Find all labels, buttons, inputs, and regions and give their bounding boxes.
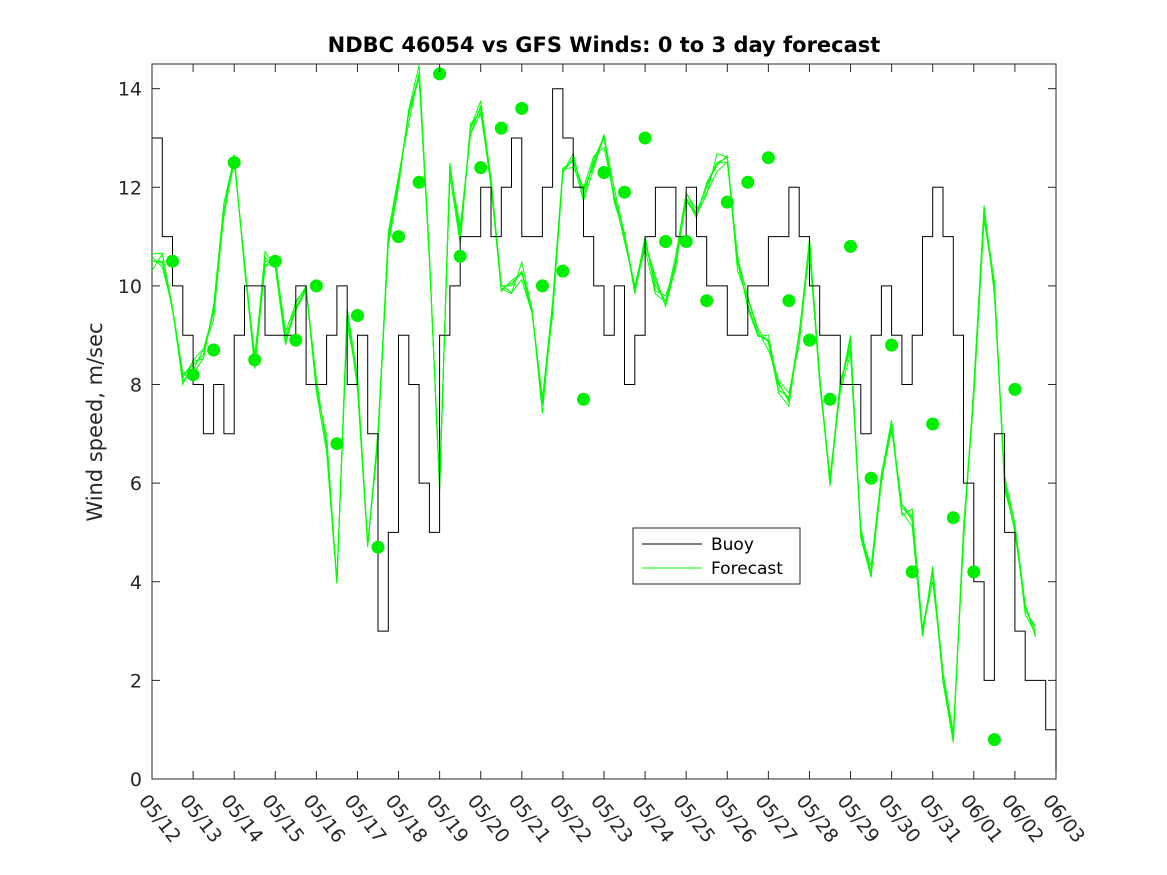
analysis-point bbox=[556, 264, 570, 278]
analysis-points bbox=[166, 67, 1022, 747]
analysis-point bbox=[227, 156, 241, 170]
analysis-point bbox=[515, 101, 529, 115]
y-tick-label: 6 bbox=[130, 473, 142, 495]
analysis-point bbox=[659, 235, 673, 248]
analysis-point bbox=[844, 239, 857, 253]
buoy-line bbox=[152, 88, 1057, 779]
y-tick-label: 14 bbox=[118, 79, 142, 101]
analysis-point bbox=[967, 565, 981, 579]
chart-title: NDBC 46054 vs GFS Winds: 0 to 3 day fore… bbox=[328, 33, 881, 57]
y-tick-label: 4 bbox=[130, 572, 142, 594]
analysis-point bbox=[946, 511, 960, 525]
analysis-point bbox=[823, 392, 837, 406]
buoy-series bbox=[152, 88, 1057, 779]
analysis-point bbox=[309, 279, 323, 293]
analysis-point bbox=[1008, 382, 1022, 396]
analysis-point bbox=[741, 175, 755, 189]
analysis-point bbox=[679, 235, 693, 248]
analysis-point bbox=[166, 254, 179, 268]
analysis-point bbox=[392, 230, 405, 244]
analysis-point bbox=[433, 67, 447, 81]
analysis-point bbox=[268, 254, 282, 268]
y-axis-label: Wind speed, m/sec bbox=[83, 322, 107, 521]
analysis-point bbox=[248, 353, 262, 367]
legend: Buoy Forecast bbox=[632, 527, 801, 585]
analysis-point bbox=[474, 161, 488, 175]
analysis-point bbox=[494, 121, 508, 135]
analysis-point bbox=[700, 294, 714, 308]
analysis-point bbox=[351, 309, 364, 322]
y-tick-label: 12 bbox=[118, 177, 142, 199]
y-tick-label: 0 bbox=[130, 769, 142, 791]
analysis-point bbox=[289, 333, 303, 347]
analysis-point bbox=[761, 151, 775, 165]
analysis-point bbox=[864, 471, 878, 485]
forecast-line-3 bbox=[151, 78, 1036, 740]
forecast-line-5 bbox=[151, 64, 1036, 733]
legend-box bbox=[632, 527, 801, 585]
forecast-series bbox=[151, 64, 1036, 743]
analysis-point bbox=[905, 565, 919, 579]
analysis-point bbox=[987, 733, 1001, 747]
analysis-point bbox=[926, 417, 940, 431]
legend-forecast-label: Forecast bbox=[711, 559, 783, 579]
analysis-point bbox=[720, 195, 734, 209]
analysis-point bbox=[412, 175, 426, 189]
analysis-point bbox=[885, 338, 899, 352]
analysis-point bbox=[371, 540, 385, 554]
plot-area bbox=[151, 63, 1057, 780]
y-tick-label: 10 bbox=[118, 276, 142, 298]
analysis-point bbox=[577, 392, 590, 406]
analysis-point bbox=[207, 343, 221, 357]
analysis-point bbox=[597, 166, 611, 179]
analysis-point bbox=[330, 437, 344, 451]
analysis-point bbox=[782, 294, 796, 308]
analysis-point bbox=[638, 131, 652, 145]
analysis-point bbox=[618, 185, 631, 199]
y-tick-label: 2 bbox=[130, 670, 142, 692]
legend-buoy-label: Buoy bbox=[711, 535, 754, 555]
y-tick-label: 8 bbox=[130, 375, 142, 397]
analysis-point bbox=[803, 333, 816, 347]
analysis-point bbox=[535, 279, 549, 293]
analysis-point bbox=[186, 368, 200, 382]
analysis-point bbox=[453, 249, 467, 263]
